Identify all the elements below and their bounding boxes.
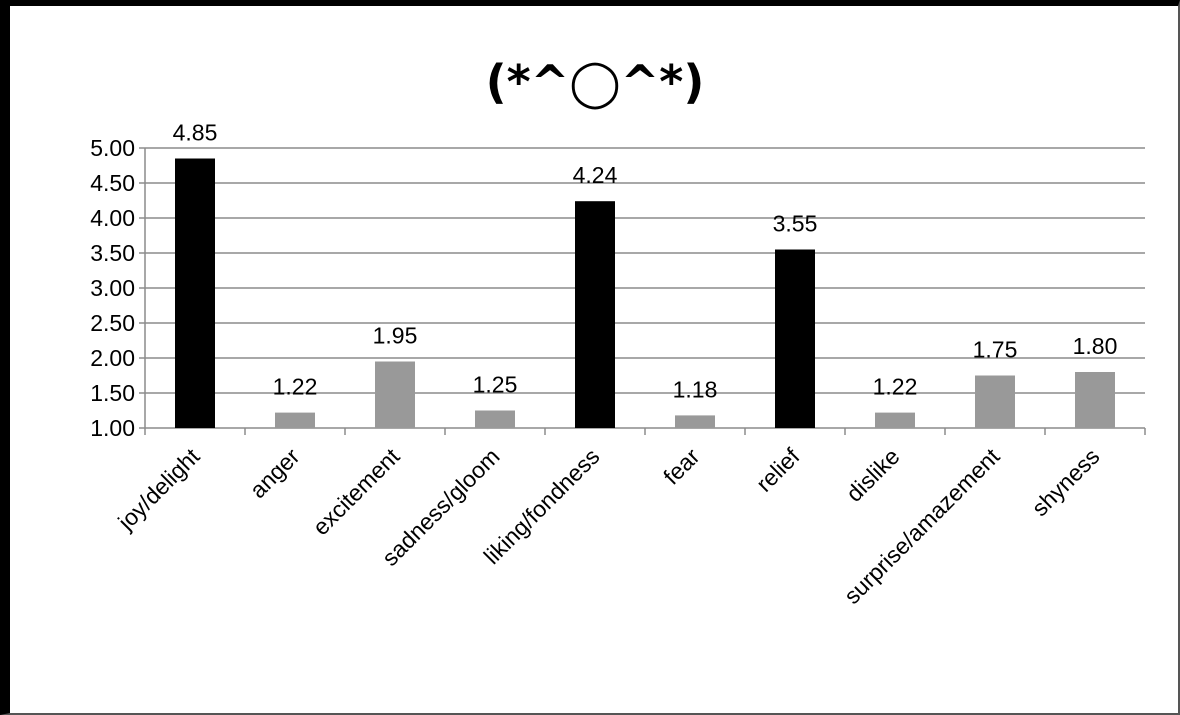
- chart-title: (*^◯^*): [486, 55, 705, 110]
- bar: [775, 249, 815, 428]
- data-label: 1.80: [1073, 333, 1118, 359]
- data-label: 4.24: [573, 162, 618, 188]
- y-tick-label: 3.50: [90, 240, 135, 266]
- data-label: 1.25: [473, 372, 518, 398]
- y-tick-label: 2.50: [90, 310, 135, 336]
- category-labels: joy/delight anger excitementsadness/glooml…: [112, 443, 1104, 609]
- bar: [575, 201, 615, 428]
- data-labels: 4.85 1.22 1.95 1.25 4.24 1.18 3.55 1.22 1.75 1.80: [173, 120, 1118, 403]
- y-tick-label: 4.50: [90, 170, 135, 196]
- y-tick-label: 4.00: [90, 205, 135, 231]
- bar: [475, 410, 515, 428]
- data-label: 1.22: [273, 374, 318, 400]
- category-label: joy/delight: [112, 443, 205, 536]
- category-label: anger: [245, 443, 305, 503]
- bar: [1075, 372, 1115, 428]
- data-label: 4.85: [173, 120, 218, 146]
- category-label: relief: [751, 443, 805, 497]
- data-label: 1.75: [973, 337, 1018, 363]
- y-tick-label: 2.00: [90, 345, 135, 371]
- data-label: 1.95: [373, 323, 418, 349]
- category-label: dislike: [841, 443, 905, 507]
- y-tick-label: 3.00: [90, 275, 135, 301]
- bar: [175, 158, 215, 428]
- data-label: 1.22: [873, 374, 918, 400]
- category-label: excitement: [308, 443, 405, 540]
- data-label: 3.55: [773, 211, 818, 237]
- y-tick-label: 1.00: [90, 415, 135, 441]
- bar: [675, 415, 715, 428]
- bars: [175, 158, 1115, 428]
- y-tick-label: 1.50: [90, 380, 135, 406]
- bar: [975, 375, 1015, 428]
- category-label: fear: [658, 443, 705, 490]
- bar: [275, 412, 315, 428]
- y-tick-labels: 1.00 1.50 2.00 2.50 3.00 3.50 4.00 4.50 5.00: [90, 135, 135, 441]
- category-label: shyness: [1026, 443, 1104, 521]
- bar: [375, 361, 415, 428]
- bar: [875, 412, 915, 428]
- data-label: 1.18: [673, 376, 718, 402]
- y-tick-label: 5.00: [90, 135, 135, 161]
